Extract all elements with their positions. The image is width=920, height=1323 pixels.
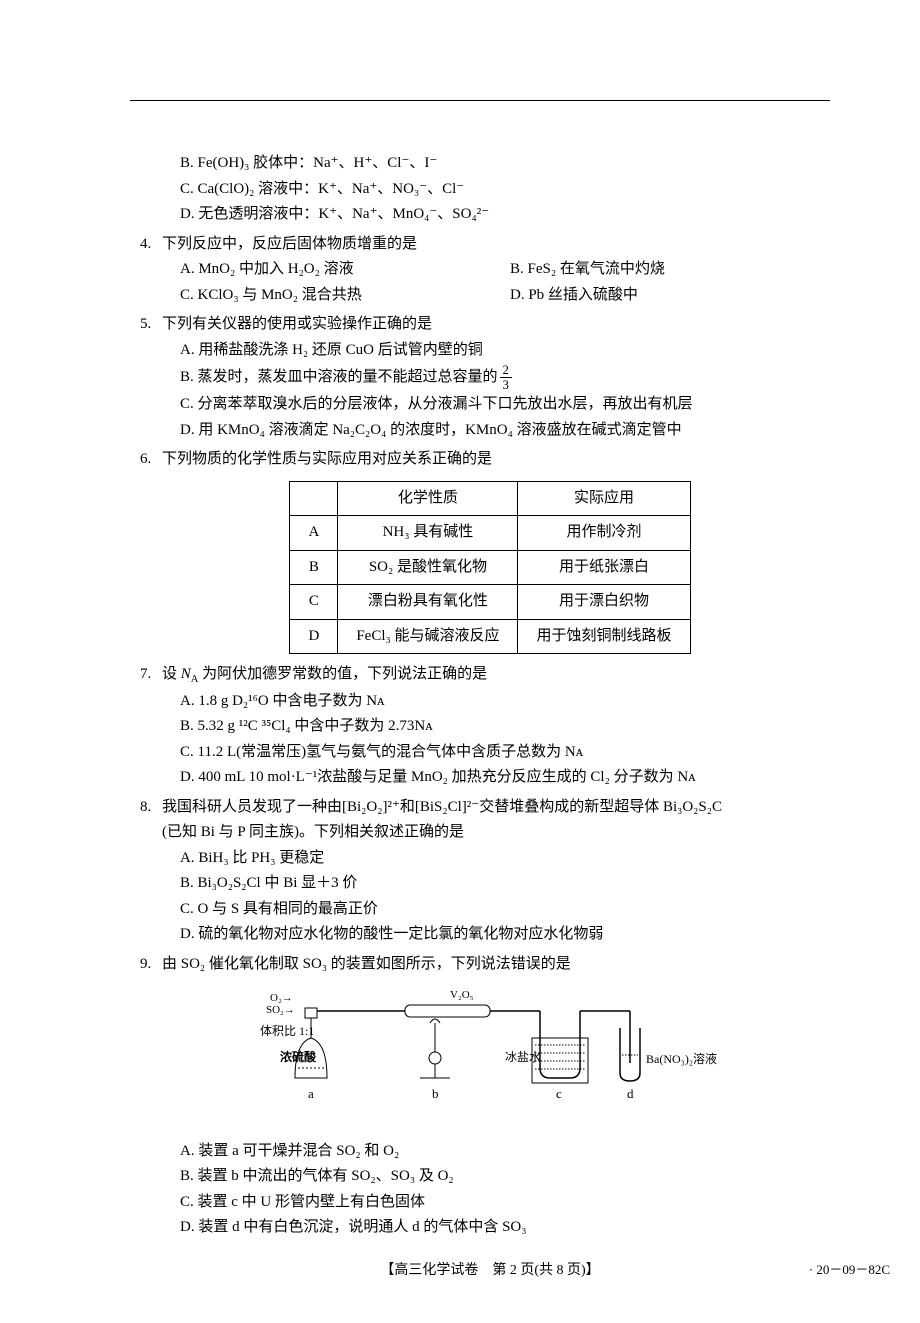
q7-option-d: D. 400 mL 10 mol·L⁻¹浓盐酸与足量 MnO₂ 加热充分反应生成…: [140, 765, 840, 791]
question-8: 8. 我国科研人员发现了一种由[Bi₂O₂]²⁺和[BiS₂Cl]²⁻交替堆叠构…: [140, 795, 840, 948]
q3-option-d: D. 无色透明溶液中：K⁺、Na⁺、MnO₄⁻、SO₄²⁻: [140, 202, 840, 228]
q9-option-a: A. 装置 a 可干燥并混合 SO₂ 和 O₂: [140, 1139, 840, 1165]
diagram-c-label: 冰盐水: [505, 1050, 541, 1064]
footer-text: 【高三化学试卷 第 2 页(共 8 页)】: [380, 1263, 599, 1278]
question-9: 9. 由 SO₂ 催化氧化制取 SO₃ 的装置如图所示，下列说法错误的是 O₂→…: [140, 952, 840, 1241]
q6-number: 6.: [140, 447, 162, 473]
q9-diagram: O₂→ SO₂→ 体积比 1:1 浓硫酸 a V₂O₅ b: [140, 983, 840, 1133]
q7-option-c: C. 11.2 L(常温常压)氢气与氨气的混合气体中含质子总数为 Nᴀ: [140, 740, 840, 766]
q4-option-b: B. FeS₂ 在氧气流中灼烧: [510, 257, 840, 283]
diagram-label-b: b: [432, 1086, 439, 1101]
question-6: 6. 下列物质的化学性质与实际应用对应关系正确的是 化学性质 实际应用 A NH…: [140, 447, 840, 654]
header-rule: [130, 100, 830, 101]
q5-number: 5.: [140, 312, 162, 338]
q3-option-c: C. Ca(ClO)₂ 溶液中：K⁺、Na⁺、NO₃⁻、Cl⁻: [140, 177, 840, 203]
q7-stem: 设 NA 为阿伏加德罗常数的值，下列说法正确的是: [162, 662, 487, 689]
q8-number: 8.: [140, 795, 162, 821]
diagram-so2-label: SO₂→: [266, 1004, 295, 1016]
q6-stem: 下列物质的化学性质与实际应用对应关系正确的是: [162, 447, 492, 473]
diagram-ratio-label: 体积比 1:1: [260, 1024, 314, 1038]
footer-code: · 20－09－82C: [809, 1259, 890, 1281]
q8-option-c: C. O 与 S 具有相同的最高正价: [140, 897, 840, 923]
q9-number: 9.: [140, 952, 162, 978]
q8-stem-line1: 我国科研人员发现了一种由[Bi₂O₂]²⁺和[BiS₂Cl]²⁻交替堆叠构成的新…: [162, 795, 722, 821]
q7-option-a: A. 1.8 g D₂¹⁶O 中含电子数为 Nᴀ: [140, 689, 840, 715]
q3-option-b: B. Fe(OH)₃ 胶体中：Na⁺、H⁺、Cl⁻、I⁻: [140, 151, 840, 177]
q8-stem-line2: (已知 Bi 与 P 同主族)。下列相关叙述正确的是: [140, 820, 840, 846]
q6-th-2: 实际应用: [518, 481, 690, 516]
q8-option-b: B. Bi₃O₂S₂Cl 中 Bi 显＋3 价: [140, 871, 840, 897]
q9-stem: 由 SO₂ 催化氧化制取 SO₃ 的装置如图所示，下列说法错误的是: [162, 952, 571, 978]
q8-option-a: A. BiH₃ 比 PH₃ 更稳定: [140, 846, 840, 872]
diagram-d-label: Ba(NO₃)₂溶液: [646, 1051, 717, 1066]
fraction-icon: 23: [500, 363, 512, 392]
q5-b-text: B. 蒸发时，蒸发皿中溶液的量不能超过总容量的: [180, 369, 498, 385]
q5-option-a: A. 用稀盐酸洗涤 H₂ 还原 CuO 后试管内壁的铜: [140, 338, 840, 364]
q9-option-b: B. 装置 b 中流出的气体有 SO₂、SO₃ 及 O₂: [140, 1164, 840, 1190]
diagram-label-d: d: [627, 1086, 634, 1101]
table-row: D FeCl₃ 能与碱溶液反应 用于蚀刻铜制线路板: [290, 619, 690, 654]
table-row: B SO₂ 是酸性氧化物 用于纸张漂白: [290, 550, 690, 585]
table-row: A NH₃ 具有碱性 用作制冷剂: [290, 516, 690, 551]
q6-table: 化学性质 实际应用 A NH₃ 具有碱性 用作制冷剂 B SO₂ 是酸性氧化物 …: [289, 481, 690, 655]
q7-number: 7.: [140, 662, 162, 689]
q7-option-b: B. 5.32 g ¹²C ³⁵Cl₄ 中含中子数为 2.73Nᴀ: [140, 714, 840, 740]
q4-option-c: C. KClO₃ 与 MnO₂ 混合共热: [180, 283, 510, 309]
diagram-a-liquid: 浓硫酸: [280, 1049, 317, 1064]
q6-th-0: [290, 481, 338, 516]
question-5: 5. 下列有关仪器的使用或实验操作正确的是 A. 用稀盐酸洗涤 H₂ 还原 Cu…: [140, 312, 840, 443]
q4-number: 4.: [140, 232, 162, 258]
q5-stem: 下列有关仪器的使用或实验操作正确的是: [162, 312, 432, 338]
q5-option-b: B. 蒸发时，蒸发皿中溶液的量不能超过总容量的23: [140, 363, 840, 392]
q6-th-1: 化学性质: [338, 481, 518, 516]
table-row: C 漂白粉具有氧化性 用于漂白织物: [290, 585, 690, 620]
q9-option-c: C. 装置 c 中 U 形管内壁上有白色固体: [140, 1190, 840, 1216]
q5-option-c: C. 分离苯萃取溴水后的分层液体，从分液漏斗下口先放出水层，再放出有机层: [140, 392, 840, 418]
q4-option-a: A. MnO₂ 中加入 H₂O₂ 溶液: [180, 257, 510, 283]
diagram-label-c: c: [556, 1086, 562, 1101]
diagram-label-a: a: [308, 1086, 314, 1101]
q8-option-d: D. 硫的氧化物对应水化物的酸性一定比氯的氧化物对应水化物弱: [140, 922, 840, 948]
apparatus-diagram-icon: O₂→ SO₂→ 体积比 1:1 浓硫酸 a V₂O₅ b: [260, 983, 720, 1123]
page-footer: 【高三化学试卷 第 2 页(共 8 页)】 · 20－09－82C: [140, 1259, 840, 1283]
q9-option-d: D. 装置 d 中有白色沉淀，说明通人 d 的气体中含 SO₃: [140, 1215, 840, 1241]
diagram-o2-label: O₂→: [270, 992, 293, 1004]
q4-option-d: D. Pb 丝插入硫酸中: [510, 283, 840, 309]
question-7: 7. 设 NA 为阿伏加德罗常数的值，下列说法正确的是 A. 1.8 g D₂¹…: [140, 662, 840, 791]
q5-option-d: D. 用 KMnO₄ 溶液滴定 Na₂C₂O₄ 的浓度时，KMnO₄ 溶液盛放在…: [140, 418, 840, 444]
question-4: 4. 下列反应中，反应后固体物质增重的是 A. MnO₂ 中加入 H₂O₂ 溶液…: [140, 232, 840, 309]
diagram-catalyst: V₂O₅: [450, 989, 474, 1001]
q4-stem: 下列反应中，反应后固体物质增重的是: [162, 232, 417, 258]
